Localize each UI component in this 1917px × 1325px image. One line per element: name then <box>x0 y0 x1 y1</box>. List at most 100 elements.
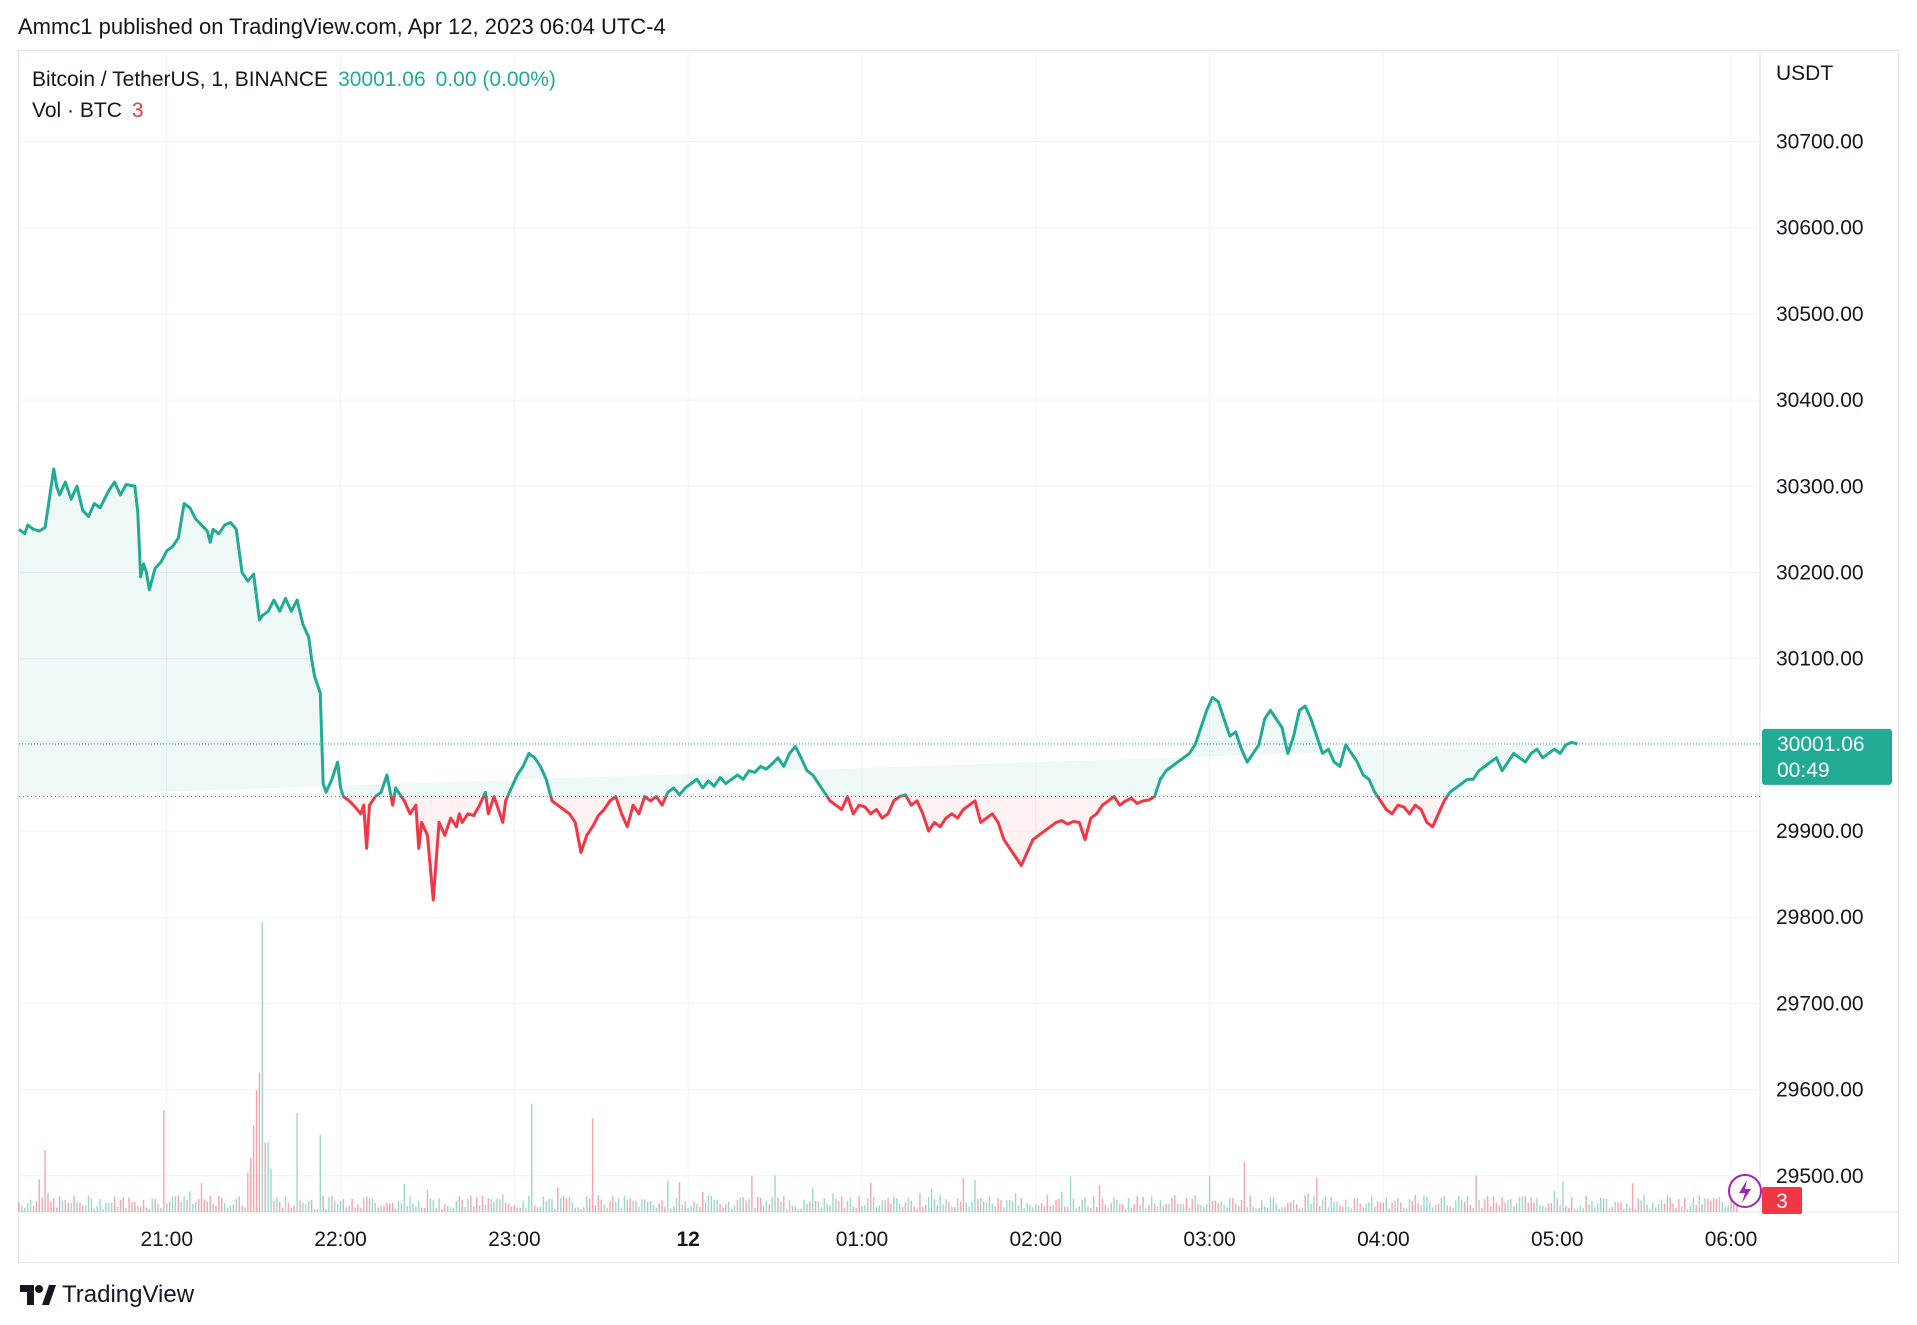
volume-bar <box>1382 1202 1385 1212</box>
volume-bar <box>785 1208 788 1212</box>
volume-bar <box>325 1208 327 1212</box>
volume-bar <box>565 1197 568 1212</box>
volume-bar <box>1571 1197 1573 1212</box>
volume-bar <box>1510 1198 1512 1212</box>
volume-bar <box>536 1207 539 1212</box>
volume-bar <box>1148 1205 1150 1212</box>
volume-bar <box>1104 1204 1107 1212</box>
volume-bar <box>858 1195 860 1212</box>
volume-bar <box>1171 1197 1173 1212</box>
volume-bar <box>1391 1202 1393 1212</box>
volume-bar <box>1362 1207 1364 1212</box>
volume-bar <box>226 1207 229 1212</box>
volume-bar <box>974 1179 976 1212</box>
volume-bar <box>864 1205 866 1212</box>
volume-bar <box>1521 1196 1524 1212</box>
volume-bar <box>733 1205 736 1212</box>
volume-bar <box>108 1202 110 1212</box>
volume-bar <box>235 1198 237 1212</box>
volume-bar <box>1263 1206 1266 1212</box>
volume-bar <box>383 1206 385 1212</box>
volume-bar <box>79 1202 81 1212</box>
volume-bar <box>334 1200 336 1212</box>
volume-bar <box>168 1201 171 1212</box>
volume-bar <box>484 1204 487 1212</box>
volume-badge <box>1762 1187 1802 1214</box>
volume-bar <box>615 1201 617 1212</box>
volume-bar <box>762 1205 765 1212</box>
volume-bar <box>765 1200 768 1212</box>
volume-bar <box>545 1200 547 1212</box>
volume-bar <box>1081 1199 1083 1212</box>
volume-bar <box>942 1204 944 1212</box>
volume-bar <box>1156 1206 1159 1212</box>
volume-bar <box>1452 1208 1454 1212</box>
y-tick-label: 30300.00 <box>1776 475 1864 498</box>
x-tick-label: 12 <box>676 1228 699 1251</box>
volume-bar <box>1712 1197 1715 1212</box>
volume-bar <box>1145 1208 1147 1212</box>
volume-bar <box>1119 1203 1121 1212</box>
volume-bar <box>142 1200 145 1212</box>
volume-bar <box>1562 1181 1564 1212</box>
volume-bar <box>936 1205 938 1212</box>
volume-bar <box>1006 1199 1008 1212</box>
last-price-badge[interactable] <box>1762 728 1892 785</box>
volume-bar <box>1281 1206 1283 1212</box>
volume-bar <box>342 1199 345 1212</box>
volume-bar <box>1035 1204 1037 1212</box>
volume-bar <box>696 1203 698 1212</box>
volume-bar <box>1214 1200 1217 1212</box>
volume-bar <box>1278 1208 1280 1212</box>
volume-bar <box>1657 1203 1660 1212</box>
chart-frame <box>18 50 1899 1263</box>
legend-volume-row: Vol · BTC 3 <box>32 95 556 126</box>
volume-bar <box>588 1198 591 1212</box>
volume-bar <box>1304 1195 1306 1212</box>
volume-bar <box>632 1200 634 1212</box>
volume-bar <box>739 1197 742 1212</box>
volume-bar <box>533 1205 536 1212</box>
volume-bar <box>131 1202 133 1212</box>
volume-bar <box>956 1198 959 1212</box>
volume-bar <box>644 1199 646 1212</box>
symbol-title[interactable]: Bitcoin / TetherUS, 1, BINANCE <box>32 68 329 91</box>
volume-bar <box>849 1197 852 1212</box>
volume-bar <box>415 1206 417 1212</box>
volume-bar <box>139 1207 142 1212</box>
volume-bar <box>1631 1183 1634 1212</box>
volume-bar <box>215 1205 217 1212</box>
volume-bar <box>626 1199 629 1212</box>
volume-bar <box>1408 1198 1411 1212</box>
volume-bar <box>1400 1202 1402 1212</box>
legend: Bitcoin / TetherUS, 1, BINANCE 30001.06 0.… <box>32 64 556 126</box>
volume-bar <box>814 1200 817 1212</box>
volume-bar <box>438 1198 440 1212</box>
volume-bar <box>933 1199 936 1212</box>
volume-bar <box>67 1202 69 1212</box>
volume-bar <box>1484 1199 1486 1212</box>
volume-bar <box>1597 1203 1599 1212</box>
volume-bar <box>102 1208 104 1212</box>
volume-bar <box>861 1206 863 1212</box>
volume-bar <box>716 1199 718 1212</box>
currency-label: USDT <box>1776 62 1833 85</box>
volume-bar <box>629 1198 631 1212</box>
volume-bar <box>1573 1208 1576 1212</box>
volume-label[interactable]: Vol · BTC <box>32 99 122 122</box>
volume-bar <box>965 1202 967 1212</box>
volume-bar <box>1310 1203 1312 1212</box>
volume-bar <box>675 1197 678 1212</box>
volume-bar <box>1336 1201 1338 1212</box>
volume-bar <box>855 1208 857 1212</box>
y-tick-label: 30700.00 <box>1776 131 1864 154</box>
volume-bar <box>1623 1208 1625 1212</box>
volume-bar <box>649 1201 652 1212</box>
tradingview-logo[interactable]: TradingView <box>20 1280 194 1310</box>
volume-bar <box>1217 1202 1219 1212</box>
volume-bar <box>1620 1201 1622 1212</box>
price-line-up[interactable] <box>18 467 1578 900</box>
volume-bar <box>945 1199 947 1212</box>
volume-bar <box>1718 1197 1721 1212</box>
